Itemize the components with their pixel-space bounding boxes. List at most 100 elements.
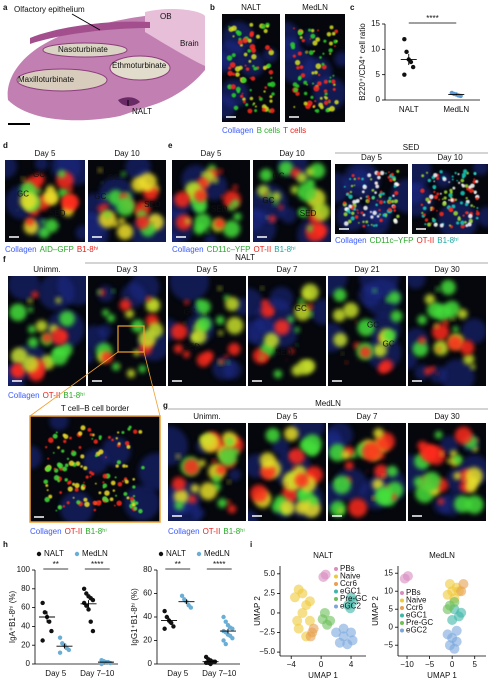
signal — [104, 456, 107, 459]
signal — [396, 214, 400, 219]
y-tick-label: −5.0 — [259, 647, 275, 656]
signal — [184, 218, 191, 225]
section-title: SED — [403, 143, 420, 152]
signal — [442, 177, 447, 182]
signal — [260, 464, 276, 480]
signal — [55, 509, 58, 512]
signal — [312, 50, 316, 53]
signal — [44, 342, 47, 345]
signal — [439, 170, 443, 174]
signal — [348, 194, 353, 200]
signal — [104, 490, 110, 496]
data-point — [319, 607, 330, 618]
signal — [447, 335, 463, 351]
signal — [217, 498, 228, 508]
signal — [50, 347, 68, 366]
signal — [212, 177, 219, 184]
signal — [42, 191, 56, 205]
signal — [83, 466, 88, 471]
signal — [218, 447, 238, 467]
signal — [324, 96, 328, 100]
signal — [27, 337, 39, 348]
anatomy-label: Ethmoturbinate — [112, 61, 167, 70]
signal — [124, 477, 128, 481]
signal — [451, 175, 454, 178]
signal — [454, 171, 457, 175]
signal — [425, 171, 429, 174]
signal — [260, 23, 266, 29]
collagen-signal — [57, 276, 86, 305]
signal — [116, 197, 135, 217]
image-title: Day 10 — [437, 153, 463, 162]
nalt-tissue — [118, 97, 140, 106]
collagen-signal — [461, 318, 486, 344]
collagen-signal — [88, 349, 95, 363]
data-point — [90, 628, 96, 634]
collagen-signal — [336, 201, 367, 232]
image-title: Day 10 — [114, 149, 140, 158]
signal — [462, 479, 465, 482]
signal — [375, 203, 378, 207]
signal — [75, 461, 81, 467]
signal — [379, 170, 385, 176]
legend-marker — [400, 606, 404, 610]
signal — [284, 483, 288, 486]
signal — [319, 96, 323, 100]
signal — [97, 289, 102, 295]
signal — [315, 37, 321, 42]
signal — [48, 437, 54, 443]
signal — [333, 332, 348, 347]
signal — [247, 38, 252, 43]
signal — [83, 497, 88, 502]
legend-marker — [400, 621, 404, 625]
signal — [386, 465, 398, 477]
signal — [33, 173, 45, 186]
legend-marker — [400, 613, 404, 618]
signal — [359, 197, 363, 200]
y-tick-label: 0 — [389, 622, 394, 631]
micrograph — [328, 276, 406, 386]
panel-letter: d — [3, 141, 8, 150]
signal — [321, 62, 325, 66]
data-point — [86, 607, 91, 612]
caption-word: OT-II — [203, 527, 221, 536]
signal — [343, 201, 347, 205]
signal — [174, 501, 184, 511]
image-title: Day 5 — [361, 153, 382, 162]
signal — [111, 438, 114, 442]
signal — [433, 180, 435, 183]
signal — [448, 192, 453, 198]
signal — [235, 86, 241, 92]
signal — [252, 64, 255, 68]
data-point — [57, 635, 63, 640]
signal — [138, 172, 157, 192]
signal — [129, 496, 134, 501]
signal — [452, 467, 454, 469]
signal — [263, 332, 280, 348]
data-point — [289, 592, 300, 603]
signal — [227, 504, 237, 514]
signal — [473, 171, 477, 175]
signal — [374, 181, 378, 185]
signal — [377, 363, 388, 374]
signal — [228, 25, 230, 28]
signal — [171, 323, 188, 340]
signal — [72, 496, 75, 499]
signal — [226, 360, 230, 365]
signal — [87, 427, 92, 432]
signal — [227, 204, 235, 211]
collagen-signal — [359, 276, 399, 298]
signal — [448, 207, 454, 212]
signal — [230, 84, 236, 90]
signal — [295, 91, 300, 96]
signal — [19, 192, 38, 210]
collagen-signal — [408, 276, 426, 289]
signal — [348, 498, 368, 518]
y-tick-label: 40 — [143, 612, 152, 621]
signal — [357, 211, 360, 214]
signal — [325, 108, 330, 113]
signal — [171, 476, 186, 491]
signal — [307, 225, 314, 232]
signal — [71, 450, 74, 453]
signal — [329, 76, 332, 79]
